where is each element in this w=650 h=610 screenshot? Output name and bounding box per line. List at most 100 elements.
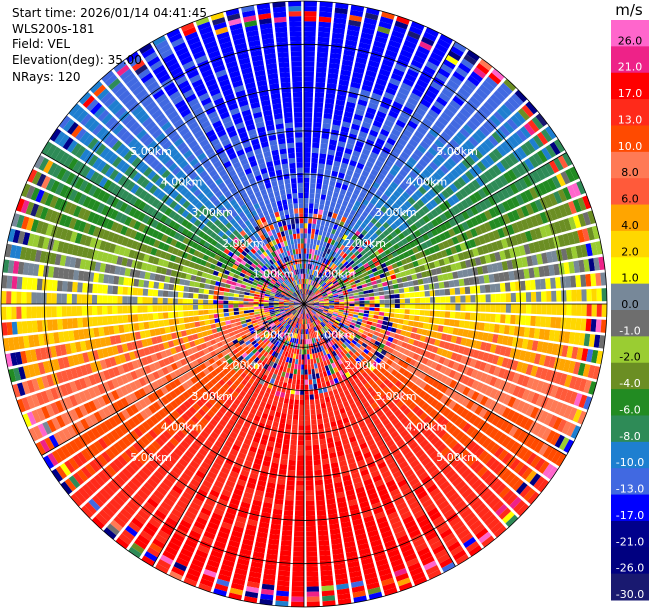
velocity-gate	[305, 268, 308, 274]
velocity-gate	[343, 211, 349, 219]
velocity-gate	[304, 16, 317, 22]
velocity-gate	[309, 279, 312, 285]
velocity-gate	[359, 174, 367, 182]
velocity-gate	[367, 134, 377, 142]
velocity-gate	[307, 263, 310, 270]
velocity-gate	[386, 44, 400, 54]
velocity-gate	[365, 69, 377, 78]
velocity-gate	[311, 162, 318, 169]
velocity-gate	[351, 123, 361, 131]
velocity-gate	[378, 68, 391, 77]
velocity-gate	[304, 187, 309, 193]
velocity-gate	[304, 294, 307, 300]
velocity-gate	[304, 218, 308, 224]
velocity-gate	[356, 52, 369, 60]
velocity-gate	[392, 68, 405, 77]
velocity-gate	[353, 188, 361, 196]
velocity-gate	[304, 152, 311, 158]
velocity-gate	[310, 238, 314, 245]
velocity-gate	[389, 77, 401, 87]
velocity-gate	[340, 216, 347, 223]
velocity-gate	[334, 109, 344, 116]
velocity-gate	[347, 164, 356, 172]
velocity-gate	[320, 194, 327, 201]
velocity-gate	[363, 143, 373, 152]
velocity-gate	[372, 87, 384, 96]
velocity-gate	[308, 218, 313, 224]
velocity-gate	[331, 37, 344, 45]
velocity-gate	[304, 248, 307, 254]
velocity-gate	[314, 97, 324, 103]
velocity-gate	[304, 61, 315, 67]
velocity-gate	[360, 126, 370, 134]
velocity-gate	[352, 171, 361, 179]
velocity-gate	[368, 60, 380, 68]
velocity-gate	[336, 145, 345, 153]
velocity-gate	[326, 83, 337, 90]
velocity-gate	[315, 224, 321, 230]
velocity-gate	[381, 11, 395, 20]
velocity-gate	[383, 91, 395, 101]
velocity-gate	[330, 47, 342, 55]
velocity-gate	[312, 280, 316, 286]
velocity-gate	[309, 198, 315, 204]
velocity-gate	[311, 275, 315, 281]
velocity-gate	[314, 92, 325, 98]
velocity-gate	[327, 211, 333, 218]
velocity-gate	[332, 234, 338, 241]
velocity-gate	[310, 177, 317, 184]
velocity-gate	[310, 285, 313, 291]
velocity-gate	[343, 195, 351, 203]
velocity-gate	[313, 208, 319, 215]
velocity-gate	[334, 104, 345, 111]
velocity-gate	[305, 283, 307, 290]
velocity-gate	[385, 87, 397, 96]
velocity-gate	[316, 56, 328, 63]
velocity-gate	[304, 122, 312, 128]
velocity-gate	[326, 154, 335, 161]
velocity-gate	[304, 157, 311, 163]
velocity-gate	[313, 275, 317, 281]
velocity-gate	[307, 284, 310, 290]
velocity-gate	[304, 46, 316, 52]
velocity-gate	[304, 107, 313, 113]
velocity-gate	[318, 255, 322, 262]
velocity-gate	[346, 169, 354, 177]
velocity-gate	[334, 12, 348, 20]
velocity-gate	[360, 89, 371, 97]
velocity-gate	[356, 162, 365, 170]
velocity-gate	[313, 270, 317, 276]
velocity-gate	[349, 197, 356, 205]
velocity-gate	[337, 84, 349, 92]
velocity-gate	[347, 138, 356, 146]
velocity-gate	[314, 107, 323, 113]
velocity-gate	[338, 79, 350, 87]
velocity-gate	[316, 219, 322, 225]
velocity-gate	[332, 191, 339, 199]
velocity-gate	[361, 121, 372, 129]
velocity-gate	[332, 119, 342, 126]
velocity-gate	[318, 209, 324, 215]
velocity-gate	[304, 203, 309, 209]
velocity-gate	[311, 280, 315, 286]
velocity-gate	[306, 284, 309, 290]
velocity-gate	[325, 164, 333, 171]
velocity-gate	[312, 142, 320, 149]
velocity-gate	[304, 293, 305, 299]
velocity-gate	[304, 66, 315, 72]
velocity-gate	[310, 269, 313, 275]
velocity-gate	[322, 230, 327, 237]
velocity-gate	[315, 193, 321, 200]
velocity-gate	[313, 254, 317, 260]
velocity-gate	[312, 218, 317, 225]
velocity-gate	[304, 208, 309, 214]
velocity-gate	[311, 228, 316, 235]
velocity-gate	[311, 249, 316, 255]
velocity-gate	[307, 279, 310, 285]
velocity-gate	[336, 214, 343, 221]
velocity-gate	[330, 239, 336, 246]
velocity-gate	[308, 279, 311, 285]
velocity-gate	[349, 159, 357, 167]
velocity-gate	[351, 76, 363, 84]
